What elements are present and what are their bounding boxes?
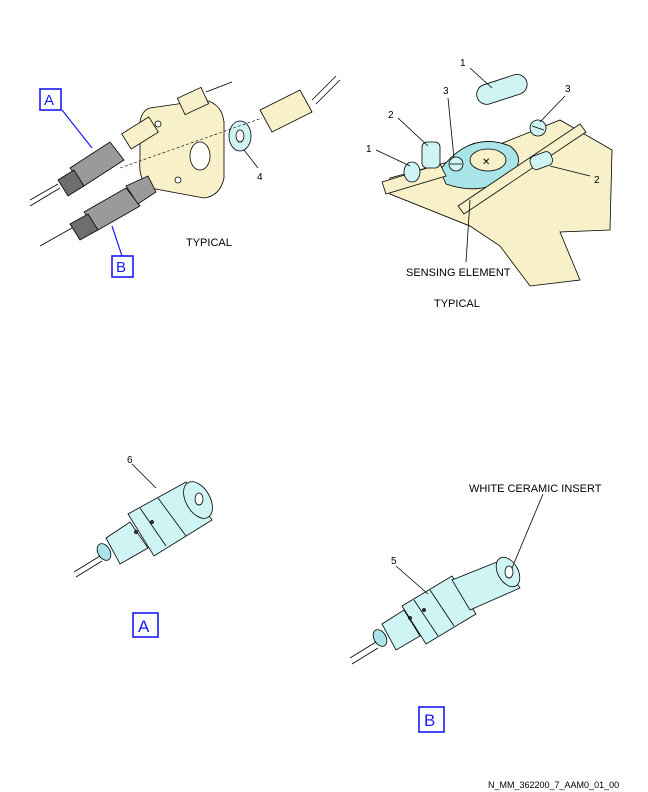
item-1-left-number: 1 [366, 144, 372, 155]
sensing-nut [469, 148, 507, 172]
rear-sensor-lead [205, 81, 233, 93]
fitting-b-body [381, 609, 421, 651]
right-fitting [259, 75, 341, 133]
alignment-line [119, 117, 263, 169]
item-3-right-number: 3 [565, 84, 571, 95]
detail-b-box [418, 706, 445, 733]
rear-sensor-body [176, 86, 210, 116]
callout-b-letter: B [116, 259, 126, 276]
callout-b-box [111, 255, 134, 278]
ceramic-insert [504, 565, 514, 579]
clamp-post-left [421, 141, 441, 169]
bracket-hole [189, 141, 211, 171]
mounting-bracket [139, 99, 225, 199]
item-6-number: 6 [127, 455, 133, 466]
white-ceramic-insert-label: WHITE CERAMIC INSERT [469, 483, 602, 495]
callout-b-leader [111, 225, 123, 257]
sleeve-1-top [476, 74, 528, 105]
sensing-element-label: SENSING ELEMENT [406, 267, 511, 279]
sensing-element-rod [457, 123, 587, 215]
item-2-right-number: 2 [594, 175, 600, 186]
item-2-left-number: 2 [388, 110, 394, 121]
callout-a-box [39, 88, 62, 111]
item-1-top-number: 1 [460, 58, 466, 69]
callout-a-letter: A [44, 92, 54, 109]
nut-hole [235, 129, 245, 143]
item-5-number: 5 [391, 556, 397, 567]
item-3-left-number: 3 [443, 86, 449, 97]
bracket-rivet [174, 176, 182, 184]
top-right-caption: TYPICAL [434, 298, 480, 310]
detail-a-box [132, 612, 159, 638]
svg-text:✕: ✕ [482, 157, 490, 168]
fitting-b-hex [401, 575, 477, 645]
detail-a-letter: A [138, 617, 150, 636]
sensor-b [39, 175, 157, 247]
detail-b-letter: B [424, 711, 435, 730]
callout-a-leader [61, 109, 93, 149]
figure-id: N_MM_362200_7_AAM0_01_00 [488, 780, 619, 790]
top-right-view: ✕ 1 1 2 2 3 3 SENSING ELEMENT [366, 58, 613, 310]
top-left-view: 4 A B TYPICAL [29, 75, 341, 278]
sensor-a [29, 116, 159, 207]
detail-b: 5 WHITE CERAMIC INSERT B [349, 483, 602, 733]
item-4-number: 4 [257, 172, 263, 183]
clamp-post-right [529, 151, 554, 170]
bracket-rivet [154, 120, 162, 128]
fitting-a-body [105, 521, 149, 565]
detail-a: 6 A [73, 455, 213, 638]
top-left-caption: TYPICAL [186, 237, 232, 249]
